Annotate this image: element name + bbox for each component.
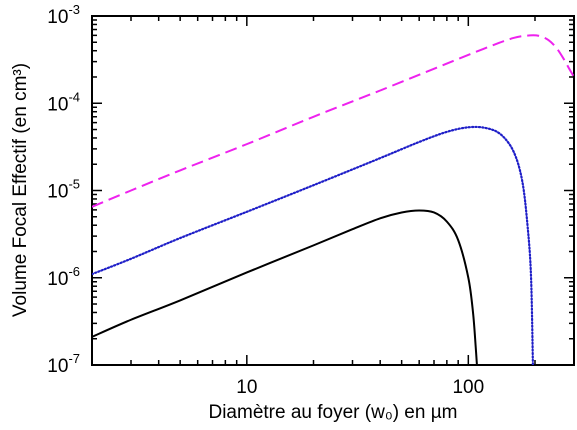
y-tick-label: 10-3 — [47, 2, 80, 28]
x-axis-label: Diamètre au foyer (w₀) en µm — [208, 402, 457, 423]
series-line-solid — [92, 209, 478, 365]
plot-frame — [91, 15, 575, 366]
y-tick-label: 10-6 — [47, 264, 80, 290]
ticks — [91, 15, 575, 366]
x-tick-label: 10 — [236, 377, 257, 398]
y-tick-label: 10-5 — [47, 177, 80, 203]
x-tick-label: 100 — [452, 377, 484, 398]
y-tick-label: 10-4 — [47, 89, 80, 115]
series-line-dotted — [92, 125, 534, 365]
series-layer — [92, 34, 574, 365]
series-line-dashed — [92, 34, 574, 208]
y-tick-label: 10-7 — [47, 351, 80, 377]
y-axis-label: Volume Focal Effectif (en cm³) — [10, 63, 31, 317]
tick-labels: 10 100 10-7 10-6 10-5 10-4 10-3 — [47, 2, 484, 398]
